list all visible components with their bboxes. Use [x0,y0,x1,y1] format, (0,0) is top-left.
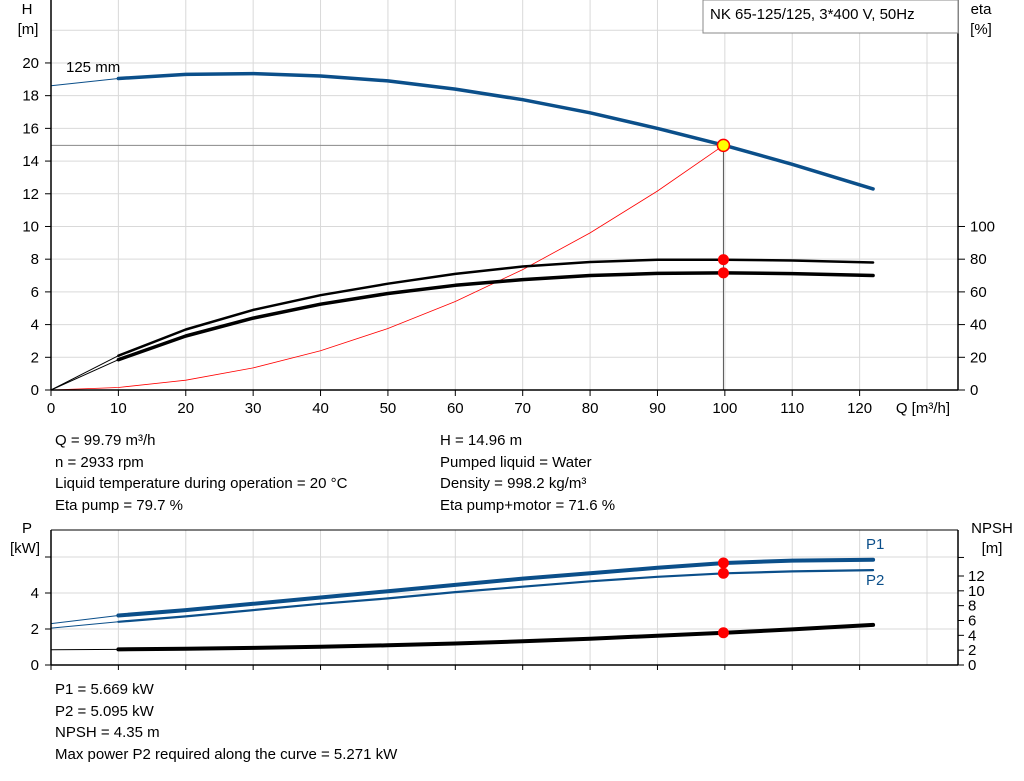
eta-tick-label: 20 [970,349,987,366]
speed-value: n = 2933 rpm [55,453,144,471]
duty-point-npsh [717,627,729,639]
p-axis-unit: [kW] [10,540,40,557]
p2-curve [117,568,875,623]
info-right-column: H = 14.96 m Pumped liquid = Water Densit… [440,430,615,516]
eta-pump-motor-curve [116,271,875,362]
pumped-liquid-value: Pumped liquid = Water [440,453,592,471]
eta-tick-label: 100 [970,218,995,235]
npsh-axis-unit: [m] [982,540,1003,557]
x-tick-label: 120 [847,400,872,417]
chart-title: NK 65-125/125, 3*400 V, 50Hz [710,6,915,23]
h-tick-label: 14 [22,153,39,170]
p1-curve [116,557,876,618]
h-tick-label: 18 [22,88,39,105]
max-power-value: Max power P2 required along the curve = … [55,745,398,763]
x-tick-label: 50 [380,400,397,417]
x-tick-label: 0 [47,400,55,417]
h-tick-label: 4 [31,317,39,334]
h-tick-label: 10 [22,218,39,235]
eta-pump-curve [117,258,875,357]
npsh-tick-label: 8 [968,598,976,615]
duty-point-p2 [717,567,729,579]
eta-tick-label: 40 [970,317,987,334]
x-tick-label: 10 [110,400,127,417]
x-tick-label: 110 [780,400,804,417]
npsh-tick-label: 2 [968,642,976,659]
eta-tick-label: 0 [970,382,978,399]
duty-points [716,138,731,639]
top-chart-grid [51,0,958,390]
duty-point-head [716,138,731,153]
p2-series-label: P2 [866,572,884,589]
npsh-tick-label: 0 [968,657,976,674]
npsh-value: NPSH = 4.35 m [55,724,160,741]
power-info: P1 = 5.669 kW P2 = 5.095 kW NPSH = 4.35 … [55,679,397,765]
npsh-curve [116,622,876,652]
h-axis-name: H [22,1,33,18]
h-tick-label: 0 [31,382,39,399]
npsh-tick-label: 12 [968,568,985,585]
axes: 0 10 20 30 40 50 60 70 80 90 100 110 120024681012141… [22,0,995,674]
h-axis-unit: [m] [18,21,39,38]
flow-value: Q = 99.79 m³/h [55,432,156,449]
info-left-column: Q = 99.79 m³/h n = 2933 rpm Liquid tempe… [55,430,347,516]
p1-series-label: P1 [866,536,884,553]
eta-axis-name: eta [971,1,993,18]
p1-curve-extrapolated [50,615,119,625]
eta-pump-value: Eta pump = 79.7 % [55,496,183,514]
h-tick-label: 12 [22,186,39,203]
eta-tick-label: 60 [970,284,987,301]
h-tick-label: 16 [22,120,39,137]
x-tick-label: 20 [177,400,194,417]
q-axis-label: Q [m³/h] [896,400,950,417]
h-tick-label: 20 [22,55,39,72]
eta-tick-label: 80 [970,251,987,268]
head-value: H = 14.96 m [440,432,523,449]
density-value: Density = 998.2 kg/m³ [440,475,587,492]
head-curve [116,71,875,191]
h-tick-label: 6 [31,284,39,301]
x-tick-label: 40 [312,400,329,417]
system-curve [50,145,724,391]
h-tick-label: 8 [31,251,39,268]
eta-pump-motor-value: Eta pump+motor = 71.6 % [440,496,616,514]
h-tick-label: 2 [31,349,39,366]
p-tick-label: 4 [31,585,39,602]
impeller-label: 125 mm [66,59,120,76]
x-tick-label: 90 [649,400,666,417]
bottom-chart-grid [51,529,958,665]
p-tick-label: 0 [31,657,39,674]
eta-pump-motor-curve-extrapolated [50,359,119,391]
npsh-axis-name: NPSH [971,520,1013,537]
duty-point-eta-pump [717,254,729,266]
liquid-temperature-value: Liquid temperature during operation = 20… [55,475,348,492]
head-curve-extrapolated [50,78,119,87]
x-tick-label: 80 [582,400,599,417]
eta-pump-curve-extrapolated [50,355,119,391]
x-tick-label: 60 [447,400,464,417]
p1-value: P1 = 5.669 kW [55,681,154,698]
p-tick-label: 2 [31,621,39,638]
x-tick-label: 30 [245,400,262,417]
duty-point-p1 [717,557,729,569]
title-box [702,0,959,34]
x-tick-label: 100 [712,400,737,417]
p2-curve-extrapolated [50,621,119,629]
curves [50,71,876,652]
npsh-tick-label: 6 [968,612,976,629]
p-axis-name: P [22,520,32,537]
x-tick-label: 70 [514,400,531,417]
duty-point-eta-pump-motor [717,267,729,279]
npsh-tick-label: 10 [968,583,985,600]
eta-axis-unit: [%] [970,21,992,38]
p2-value: P2 = 5.095 kW [55,702,154,720]
npsh-tick-label: 4 [968,627,976,644]
